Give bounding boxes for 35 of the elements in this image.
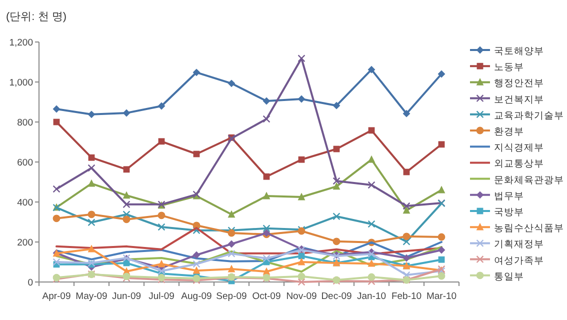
x-tick-label: Nov-09 bbox=[286, 291, 317, 302]
y-tick-label: 1,000 bbox=[9, 78, 33, 88]
legend-label: 국방부 bbox=[494, 207, 524, 218]
legend-label: 외교통상부 bbox=[494, 158, 544, 170]
x-tick-label: Dec-09 bbox=[321, 291, 352, 302]
x-tick-label: May-09 bbox=[76, 291, 108, 302]
legend-label: 농림수산식품부 bbox=[494, 223, 564, 234]
y-tick-label: 200 bbox=[17, 238, 33, 248]
legend-label: 기획재정부 bbox=[494, 239, 544, 250]
x-tick-label: Aug-09 bbox=[181, 291, 212, 302]
legend-label: 법무부 bbox=[494, 190, 524, 202]
legend-label: 통일부 bbox=[494, 271, 524, 282]
x-tick-label: Mar-10 bbox=[426, 291, 457, 302]
x-tick-label: Feb-10 bbox=[391, 291, 422, 302]
x-tick-label: Sep-09 bbox=[216, 291, 247, 302]
legend-label: 국토해양부 bbox=[494, 46, 544, 57]
x-tick-label: Jul-09 bbox=[148, 291, 174, 302]
x-tick-label: Jun-09 bbox=[112, 291, 142, 302]
legend-label: 지식경제부 bbox=[494, 142, 544, 154]
legend-label: 보건복지부 bbox=[494, 94, 544, 106]
legend-label: 행정안전부 bbox=[494, 78, 544, 90]
y-tick-label: 600 bbox=[17, 158, 33, 168]
legend-label: 문화체육관광부 bbox=[494, 174, 564, 186]
y-tick-label: 0 bbox=[28, 278, 33, 288]
legend-label: 여성가족부 bbox=[494, 255, 544, 266]
y-axis-title: (단위: 천 명) bbox=[6, 11, 66, 23]
x-tick-label: Oct-09 bbox=[252, 291, 281, 302]
legend-label: 환경부 bbox=[494, 126, 524, 138]
x-tick-label: Apr-09 bbox=[42, 291, 71, 302]
y-tick-label: 400 bbox=[17, 198, 33, 208]
y-tick-label: 1,200 bbox=[9, 38, 33, 48]
legend-label: 노동부 bbox=[494, 62, 524, 74]
x-tick-label: Jan-10 bbox=[356, 291, 386, 302]
legend-label: 교육과학기술부 bbox=[494, 110, 564, 122]
y-tick-label: 800 bbox=[17, 118, 33, 128]
